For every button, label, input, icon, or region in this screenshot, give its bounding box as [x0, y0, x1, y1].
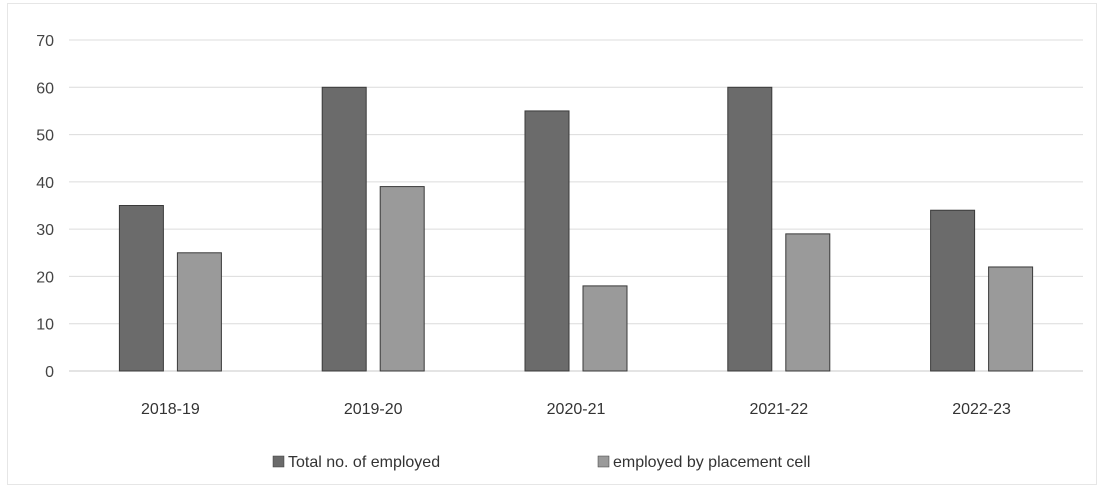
- bar-total-employed-2021-22: [727, 86, 773, 372]
- bar-total-employed-2019-20: [321, 86, 367, 372]
- y-tick-label: 10: [36, 317, 54, 334]
- y-tick-label: 60: [36, 80, 54, 97]
- legend-item: employed by placement cell: [597, 454, 810, 471]
- y-tick-label: 40: [36, 175, 54, 192]
- x-category-label: 2020-21: [547, 401, 606, 418]
- bar-chart: 0 10 20 30 40 50 60 70 2018-19 2019-20 2020-21 202…: [36, 33, 1083, 471]
- y-tick-label: 20: [36, 269, 54, 286]
- bar-total-employed-2018-19: [118, 205, 164, 372]
- y-tick-label: 70: [36, 33, 54, 50]
- x-category-label: 2021-22: [749, 401, 808, 418]
- bar-total-employed-2020-21: [524, 110, 570, 372]
- legend-item: Total no. of employed: [272, 454, 440, 471]
- gridlines: [69, 39, 1083, 372]
- bar-placement-cell-2022-23: [988, 266, 1034, 372]
- bar-total-employed-2022-23: [930, 209, 976, 372]
- x-axis-category-labels: 2018-19 2019-20 2020-21 2021-22 2022-23: [141, 401, 1011, 418]
- legend-label: employed by placement cell: [613, 454, 810, 471]
- bar-placement-cell-2020-21: [582, 285, 628, 372]
- bar-placement-cell-2019-20: [379, 186, 425, 372]
- legend-label: Total no. of employed: [288, 454, 440, 471]
- x-category-label: 2018-19: [141, 401, 200, 418]
- bar-placement-cell-2018-19: [176, 252, 222, 372]
- y-axis-tick-labels: 0 10 20 30 40 50 60 70: [36, 33, 54, 381]
- legend: Total no. of employed employed by placeme…: [272, 454, 810, 471]
- y-tick-label: 50: [36, 128, 54, 145]
- legend-swatch: [597, 455, 610, 468]
- x-category-label: 2019-20: [344, 401, 403, 418]
- y-tick-label: 30: [36, 222, 54, 239]
- bars: [118, 86, 1034, 372]
- bar-placement-cell-2021-22: [785, 233, 831, 372]
- legend-swatch: [272, 455, 285, 468]
- x-category-label: 2022-23: [952, 401, 1011, 418]
- chart-area: 0 10 20 30 40 50 60 70 2018-19 2019-20 2020-21 202…: [7, 3, 1097, 485]
- y-tick-label: 0: [45, 364, 54, 381]
